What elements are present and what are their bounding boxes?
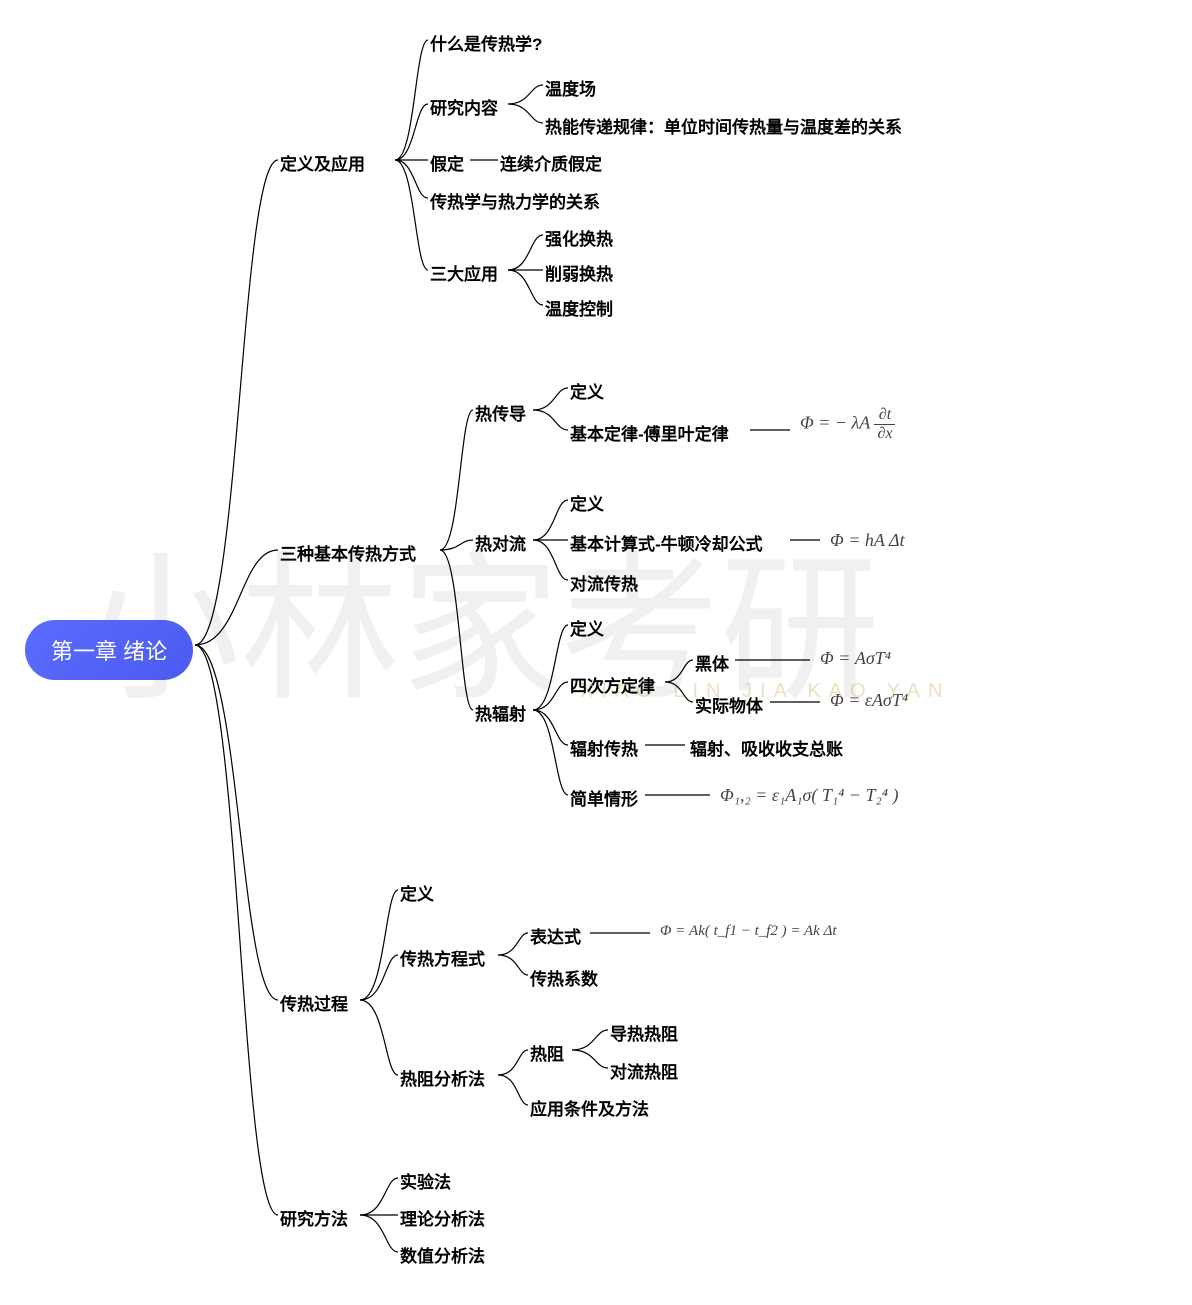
node-temp-ctrl[interactable]: 温度控制 [545,295,613,320]
formula-realbody: Φ = εAσT⁴ [830,690,908,711]
node-assumption[interactable]: 假定 [430,150,464,175]
branch-three-modes[interactable]: 三种基本传热方式 [280,540,416,565]
formula-simple: Φ₁,₂ = ε₁A₁σ( T₁⁴ − T₂⁴ ) [720,785,899,806]
node-weaken[interactable]: 削弱换热 [545,260,613,285]
branch-definition[interactable]: 定义及应用 [280,150,365,175]
node-fourier[interactable]: 基本定律-傅里叶定律 [570,420,729,445]
node-coefficient[interactable]: 传热系数 [530,965,598,990]
node-fourth-power[interactable]: 四次方定律 [570,672,655,697]
node-what-is[interactable]: 什么是传热学? [430,30,542,55]
formula-transfer: Φ = Ak( t_f1 − t_f2 ) = Ak Δt [660,923,837,940]
node-proc-def[interactable]: 定义 [400,880,434,905]
node-convection[interactable]: 热对流 [475,530,526,555]
node-conv-heat[interactable]: 对流传热 [570,570,638,595]
node-resistance[interactable]: 热阻 [530,1040,564,1065]
node-rad-balance[interactable]: 辐射、吸收收支总账 [690,735,843,760]
node-equation[interactable]: 传热方程式 [400,945,485,970]
node-resistance-method[interactable]: 热阻分析法 [400,1065,485,1090]
node-rad-def[interactable]: 定义 [570,615,604,640]
formula-fourier: Φ = − λA ∂t∂x [800,406,895,443]
node-research-content[interactable]: 研究内容 [430,94,498,119]
node-theory[interactable]: 理论分析法 [400,1205,485,1230]
node-newton[interactable]: 基本计算式-牛顿冷却公式 [570,530,763,555]
node-numerical[interactable]: 数值分析法 [400,1242,485,1267]
node-conduction[interactable]: 热传导 [475,400,526,425]
node-conv-def[interactable]: 定义 [570,490,604,515]
node-relation[interactable]: 传热学与热力学的关系 [430,188,600,213]
node-cond-res[interactable]: 导热热阻 [610,1020,678,1045]
formula-blackbody: Φ = AσT⁴ [820,648,891,669]
branch-process[interactable]: 传热过程 [280,990,348,1015]
node-expression[interactable]: 表达式 [530,923,581,948]
node-simple-case[interactable]: 简单情形 [570,785,638,810]
node-cond-def[interactable]: 定义 [570,378,604,403]
node-conv-res[interactable]: 对流热阻 [610,1058,678,1083]
root-node[interactable]: 第一章 绪论 [25,620,193,680]
formula-fourier-prefix: Φ = − λA [800,413,874,433]
node-enhance[interactable]: 强化换热 [545,225,613,250]
node-conditions[interactable]: 应用条件及方法 [530,1095,649,1120]
node-realbody[interactable]: 实际物体 [695,692,763,717]
node-rad-heat[interactable]: 辐射传热 [570,735,638,760]
node-experiment[interactable]: 实验法 [400,1168,451,1193]
node-continuum[interactable]: 连续介质假定 [500,150,602,175]
node-blackbody[interactable]: 黑体 [695,650,729,675]
node-heat-law[interactable]: 热能传递规律：单位时间传热量与温度差的关系 [545,113,902,138]
node-three-apps[interactable]: 三大应用 [430,260,498,285]
formula-newton: Φ = hA Δt [830,530,905,551]
branch-methods[interactable]: 研究方法 [280,1205,348,1230]
node-radiation[interactable]: 热辐射 [475,700,526,725]
node-temp-field[interactable]: 温度场 [545,75,596,100]
